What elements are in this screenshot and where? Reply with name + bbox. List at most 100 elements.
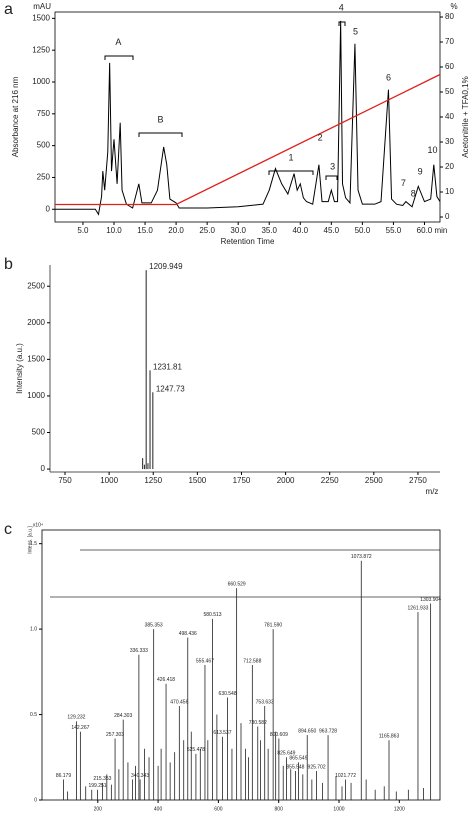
y2-tick-label: 50: [445, 87, 454, 96]
peak-annotation: 6: [386, 73, 391, 83]
peak-annotation: 3: [330, 162, 335, 172]
peak-label: 894.650: [298, 728, 316, 734]
x-tick-label: 1750: [233, 476, 251, 485]
y-tick-label: 1000: [27, 391, 45, 400]
peak-label: 580.513: [203, 612, 221, 618]
y2-tick-label: 80: [445, 12, 454, 21]
peak-label: 470.456: [170, 699, 188, 705]
x-axis-label: Retention Time: [221, 237, 275, 246]
y-tick-label: 750: [37, 109, 51, 118]
peak-label: 340.343: [131, 773, 149, 779]
x-tick-label: 55.0: [386, 226, 402, 235]
x-tick-label: 2750: [409, 476, 427, 485]
bracket: [138, 132, 183, 137]
panel-label: a: [4, 1, 13, 18]
peak-label: 825.649: [277, 751, 295, 757]
peak-label: 86.179: [56, 773, 72, 779]
x-tick-label: 10.0: [106, 226, 122, 235]
bracket: [338, 21, 346, 26]
y-tick-label: 2500: [27, 281, 45, 290]
x-tick-label: 60.0: [417, 226, 433, 235]
x-tick-label: 25.0: [199, 226, 215, 235]
peak-label: 525.478: [187, 747, 205, 753]
y-tick-label: 0: [34, 797, 37, 803]
peak-label: 1247.73: [156, 384, 185, 393]
peak-label: 781.590: [264, 622, 282, 628]
y-unit: mAU: [33, 2, 51, 11]
y-tick-label: 0: [41, 464, 46, 473]
peak-label: 660.529: [228, 581, 246, 587]
x-tick-label: 40.0: [292, 226, 308, 235]
peak-annotation: 2: [318, 132, 323, 142]
peak-label: 1073.872: [351, 554, 372, 560]
x-tick-label: 800: [275, 806, 284, 812]
y-tick-label: 2000: [27, 318, 45, 327]
peak-label: 865.549: [289, 756, 307, 762]
peak-annotation: 5: [353, 27, 358, 37]
panel-label: c: [4, 521, 12, 538]
peak-label: 215.353: [93, 776, 111, 782]
x-tick-label: 20.0: [168, 226, 184, 235]
y2-tick-label: 40: [445, 112, 454, 121]
peak-label: 1209.949: [149, 262, 183, 271]
peak-label: 1303.904: [420, 597, 441, 603]
peak-label: 336.333: [130, 648, 148, 654]
fragment-ladders: [50, 549, 440, 598]
y2-tick-label: 70: [445, 37, 454, 46]
peak-label: 129.232: [67, 715, 85, 721]
y2-axis-label: Acetonitrile + TFA0,1%: [461, 76, 470, 157]
peak-label: 385.353: [145, 622, 163, 628]
y-tick-label: 0.5: [30, 712, 37, 718]
x-tick-label: 2500: [365, 476, 383, 485]
y2-tick-label: 30: [445, 137, 454, 146]
y-tick-label: 1250: [32, 45, 50, 54]
y-tick-label: 1000: [32, 77, 50, 86]
x-tick-label: 50.0: [355, 226, 371, 235]
x-unit: min: [434, 226, 447, 235]
bracket: [325, 175, 338, 180]
peak-label: 730.582: [249, 720, 267, 726]
peak-label: 199.251: [89, 783, 107, 789]
peak-label: 1021.772: [335, 773, 356, 779]
x-tick-label: 750: [58, 476, 72, 485]
y-tick-label: 1500: [27, 354, 45, 363]
peak-label: 613.537: [213, 730, 231, 736]
peak-label: 498.436: [179, 631, 197, 637]
bracket: [268, 170, 314, 175]
x-tick-label: 30.0: [230, 226, 246, 235]
peak-label: 855.548: [286, 764, 304, 770]
bracket: [104, 55, 134, 60]
peak-label: 1261.933: [408, 605, 429, 611]
peak-label: 1165.863: [379, 734, 400, 740]
x-tick-label: 400: [154, 806, 163, 812]
peak-label: 712.588: [243, 658, 261, 664]
y2-tick-label: 60: [445, 62, 454, 71]
peak-label: 1231.81: [153, 362, 182, 371]
y-unit: x10⁴: [33, 522, 43, 528]
x-tick-label: 2000: [277, 476, 295, 485]
peak-annotation: A: [115, 37, 121, 47]
peak-label: 284.303: [114, 713, 132, 719]
y-tick-label: 250: [37, 173, 51, 182]
y-tick-label: 1500: [32, 13, 50, 22]
y-axis-label: Intens. [a.u.]: [27, 526, 33, 554]
peak-label: 426.418: [157, 677, 175, 683]
x-tick-label: 1250: [144, 476, 162, 485]
peak-label: 257.303: [106, 732, 124, 738]
x-axis-label: m/z: [426, 487, 439, 496]
y2-tick-label: 20: [445, 162, 454, 171]
x-tick-label: 1000: [100, 476, 118, 485]
y2-unit: %: [450, 2, 457, 11]
x-tick-label: 1500: [188, 476, 206, 485]
y-tick-label: 0: [46, 204, 51, 213]
y-tick-label: 500: [37, 141, 51, 150]
peak-label: 800.609: [270, 732, 288, 738]
x-tick-label: 15.0: [137, 226, 153, 235]
chromatogram-line: [55, 20, 441, 216]
peak-annotation: 7: [401, 178, 406, 188]
x-tick-label: 1200: [394, 806, 405, 812]
y2-tick-label: 10: [445, 187, 454, 196]
x-tick-label: 35.0: [261, 226, 277, 235]
peak-label: 142.267: [71, 725, 89, 731]
gradient-line: [55, 73, 441, 206]
